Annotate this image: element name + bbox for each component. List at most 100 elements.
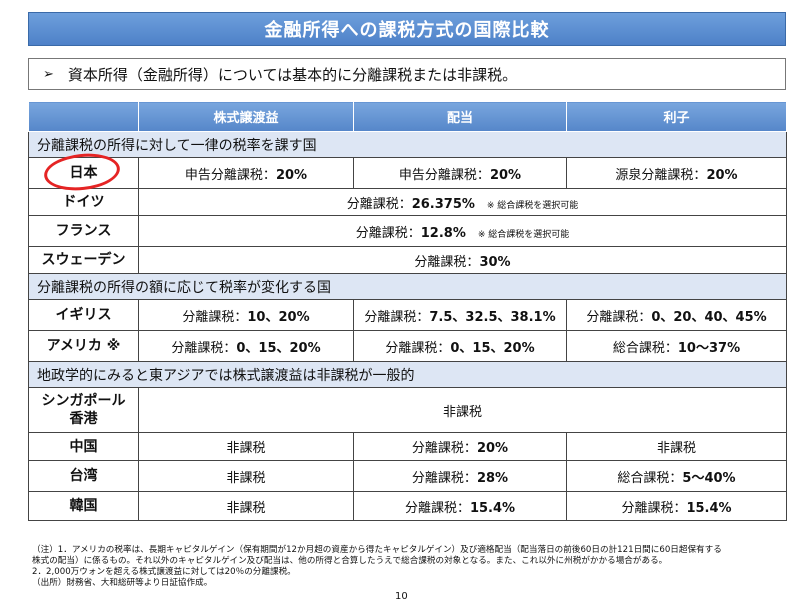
tax-method: 分離課税： — [355, 225, 421, 241]
table-row: アメリカ ※ 分離課税：0、15、20% 分離課税：0、15、20% 総合課税：10～… — [28, 330, 787, 362]
tax-cell: 分離課税：15.4% — [566, 491, 787, 521]
tax-method: 源泉分離課税： — [615, 167, 707, 183]
tax-cell: 分離課税：0、15、20% — [353, 330, 567, 362]
section-label: 分離課税の所得の額に応じて税率が変化する国 — [28, 273, 787, 300]
arrow-bullet-icon: ➢ — [43, 66, 54, 82]
country-cell: フランス — [28, 215, 139, 247]
tax-cell: 申告分離課税：20% — [353, 157, 567, 189]
tax-cell: 分離課税：15.4% — [353, 491, 567, 521]
section-row: 分離課税の所得の額に応じて税率が変化する国 — [28, 273, 787, 300]
tax-method: 非課税 — [226, 441, 266, 456]
table-row: シンガポール 香港 非課税 — [28, 387, 787, 433]
footnote-line: 2．2,000万ウォンを超える株式譲渡益に対しては20％の分離課税。 — [32, 567, 296, 577]
section-label: 分離課税の所得に対して一律の税率を課す国 — [28, 131, 787, 158]
tax-cell: 総合課税：10～37% — [566, 330, 787, 362]
tax-method: 申告分離課税： — [184, 167, 276, 183]
table-row: 韓国 非課税 分離課税：15.4% 分離課税：15.4% — [28, 491, 787, 521]
tax-rate: 26.375% — [411, 196, 475, 212]
tax-method: 分離課税： — [346, 196, 412, 212]
country-cell: 台湾 — [28, 460, 139, 492]
tax-cell: 非課税 — [138, 432, 354, 461]
tax-rate: 30% — [479, 254, 511, 270]
tax-cell: 分離課税：20% — [353, 432, 567, 461]
tax-method: 分離課税： — [182, 309, 248, 325]
tax-method: 分離課税： — [621, 500, 687, 516]
footnote-line: （注）1．アメリカの税率は、長期キャピタルゲイン（保有期間が12か月超の資産から… — [32, 545, 722, 555]
footnote-line: 株式の配当）に係るもの。それ以外のキャピタルゲイン及び配当は、他の所得と合算した… — [32, 556, 668, 566]
table-row: フランス 分離課税：12.8% ※ 総合課税を選択可能 — [28, 215, 787, 247]
country-cell: アメリカ ※ — [28, 330, 139, 362]
tax-rate: 12.8% — [420, 225, 466, 241]
country-cell: 中国 — [28, 432, 139, 461]
header-blank-cell — [28, 101, 139, 132]
tax-rate: 10、20% — [247, 309, 310, 325]
summary-box: ➢ 資本所得（金融所得）については基本的に分離課税または非課税。 — [28, 58, 786, 90]
table-row: 日本 申告分離課税：20% 申告分離課税：20% 源泉分離課税：20% — [28, 157, 787, 189]
tax-method: 総合課税： — [617, 470, 683, 486]
tax-cell: 分離課税：12.8% ※ 総合課税を選択可能 — [138, 215, 787, 247]
country-cell: 日本 — [28, 157, 139, 189]
tax-method: 総合課税： — [612, 340, 678, 356]
table-row: スウェーデン 分離課税：30% — [28, 246, 787, 274]
section-label: 地政学的にみると東アジアでは株式譲渡益は非課税が一般的 — [28, 361, 787, 388]
tax-method: 分離課税： — [411, 470, 477, 486]
header-stock-gains: 株式譲渡益 — [138, 101, 354, 132]
tax-cell: 申告分離課税：20% — [138, 157, 354, 189]
tax-method: 分離課税： — [171, 340, 237, 356]
tax-method: 分離課税： — [586, 309, 652, 325]
tax-cell: 分離課税：10、20% — [138, 299, 354, 331]
country-cell: 韓国 — [28, 491, 139, 521]
tax-method: 分離課税： — [364, 309, 430, 325]
summary-text: 資本所得（金融所得）については基本的に分離課税または非課税。 — [67, 65, 518, 84]
header-dividends: 配当 — [353, 101, 567, 132]
tax-cell: 分離課税：30% — [138, 246, 787, 274]
tax-cell: 分離課税：26.375% ※ 総合課税を選択可能 — [138, 188, 787, 216]
tax-method: 申告分離課税： — [398, 167, 490, 183]
tax-note: ※ 総合課税を選択可能 — [486, 200, 579, 211]
tax-rate: 15.4% — [469, 500, 516, 516]
tax-rate: 20% — [489, 167, 522, 183]
tax-cell: 分離課税：28% — [353, 460, 567, 492]
table-row: イギリス 分離課税：10、20% 分離課税：7.5、32.5、38.1% 分離課税：0… — [28, 299, 787, 331]
tax-method: 非課税 — [226, 470, 266, 486]
comparison-table: 株式譲渡益 配当 利子 分離課税の所得に対して一律の税率を課す国 日本 申告分離課税… — [28, 101, 787, 521]
country-cell: ドイツ — [28, 188, 139, 216]
tax-rate: 7.5、32.5、38.1% — [429, 309, 556, 325]
table-row: ドイツ 分離課税：26.375% ※ 総合課税を選択可能 — [28, 188, 787, 216]
tax-rate: 0、15、20% — [450, 340, 535, 356]
tax-method: 分離課税： — [411, 441, 477, 456]
tax-cell: 分離課税：0、20、40、45% — [566, 299, 787, 331]
tax-rate: 28% — [476, 470, 509, 486]
country-cell: イギリス — [28, 299, 139, 331]
tax-method: 非課税 — [656, 441, 696, 456]
page-number: 10 — [395, 591, 408, 602]
country-cell: シンガポール 香港 — [28, 387, 139, 433]
tax-method: 分離課税： — [385, 340, 451, 356]
footnotes: （注）1．アメリカの税率は、長期キャピタルゲイン（保有期間が12か月超の資産から… — [32, 545, 786, 589]
tax-cell: 非課税 — [138, 387, 787, 433]
tax-method: 分離課税： — [404, 500, 470, 516]
table-header-row: 株式譲渡益 配当 利子 — [28, 101, 787, 132]
tax-rate: 20% — [476, 441, 509, 456]
country-cell: スウェーデン — [28, 246, 139, 274]
section-row: 地政学的にみると東アジアでは株式譲渡益は非課税が一般的 — [28, 361, 787, 388]
tax-cell: 分離課税：7.5、32.5、38.1% — [353, 299, 567, 331]
tax-rate: 15.4% — [686, 500, 732, 516]
table-row: 中国 非課税 分離課税：20% 非課税 — [28, 432, 787, 461]
tax-note: ※ 総合課税を選択可能 — [477, 229, 570, 240]
tax-method: 非課税 — [226, 500, 266, 516]
table-row: 台湾 非課税 分離課税：28% 総合課税：5～40% — [28, 460, 787, 492]
tax-cell: 総合課税：5～40% — [566, 460, 787, 492]
tax-cell: 源泉分離課税：20% — [566, 157, 787, 189]
tax-rate: 20% — [706, 167, 738, 183]
tax-rate: 0、15、20% — [236, 340, 321, 356]
table-body: 分離課税の所得に対して一律の税率を課す国 日本 申告分離課税：20% 申告分離課税：2… — [28, 131, 787, 521]
slide-title-bar: 金融所得への課税方式の国際比較 — [28, 12, 786, 46]
tax-cell: 非課税 — [566, 432, 787, 461]
tax-rate: 20% — [275, 167, 308, 183]
tax-cell: 分離課税：0、15、20% — [138, 330, 354, 362]
footnote-line: （出所）財務省、大和総研等より日証協作成。 — [32, 578, 213, 588]
tax-method: 非課税 — [442, 404, 482, 420]
tax-rate: 5～40% — [682, 470, 736, 486]
header-interest: 利子 — [566, 101, 787, 132]
